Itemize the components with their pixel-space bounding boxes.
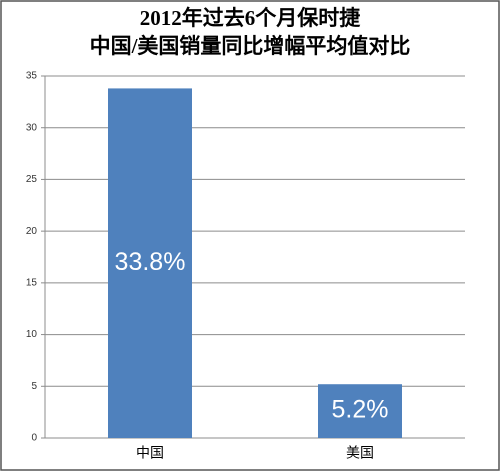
y-tick-label: 15 — [26, 277, 38, 288]
y-tick-label: 20 — [26, 226, 38, 237]
value-label: 5.2% — [332, 396, 389, 424]
chart-title: 2012年过去6个月保时捷 — [140, 6, 361, 30]
y-tick-label: 30 — [26, 122, 38, 133]
y-tick-label: 10 — [26, 329, 38, 340]
bar — [108, 88, 192, 438]
y-tick-label: 35 — [26, 71, 38, 82]
bar — [318, 384, 402, 438]
chart-subtitle: 中国/美国销量同比增幅平均值对比 — [90, 34, 411, 58]
x-tick-label: 美国 — [346, 445, 374, 461]
value-label: 33.8% — [115, 248, 186, 276]
x-tick-label: 中国 — [136, 445, 164, 461]
y-tick-label: 25 — [26, 174, 38, 185]
y-tick-label: 0 — [31, 433, 37, 444]
y-tick-label: 5 — [31, 381, 37, 392]
